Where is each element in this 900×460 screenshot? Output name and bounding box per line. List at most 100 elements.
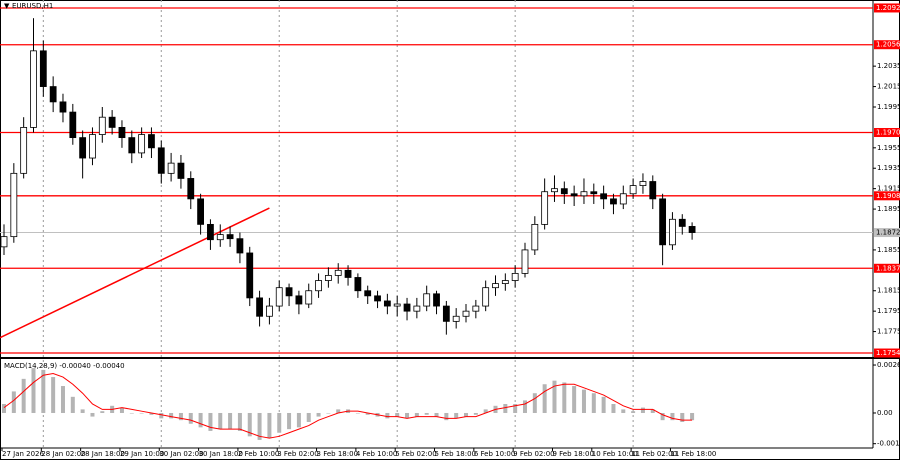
macd-bar — [414, 412, 419, 417]
candle-body — [393, 303, 401, 307]
y-tick-label: 1.1895 — [877, 205, 900, 213]
macd-bar — [522, 400, 527, 413]
macd-bar — [395, 412, 400, 417]
macd-bar — [640, 407, 645, 413]
y-tick-label: 1.2035 — [877, 62, 900, 70]
macd-bar — [31, 368, 36, 413]
candle-body — [354, 277, 362, 292]
candle-body — [472, 305, 480, 312]
macd-bar — [41, 369, 46, 413]
level-label-box — [874, 128, 900, 138]
y-tick-label: -0.00171 — [877, 440, 900, 448]
macd-bar — [552, 380, 557, 413]
candle-body — [177, 162, 185, 179]
x-tick-label: 30 Jan 02:00 — [159, 450, 203, 458]
level-label: 1.1754 — [876, 349, 900, 357]
y-tick-label: 1.1935 — [877, 164, 900, 172]
macd-bar — [621, 409, 626, 413]
candle-body — [207, 223, 214, 241]
indicator-title: MACD(14,28,9) -0.00040 -0.00040 — [4, 362, 125, 370]
level-label-box — [874, 191, 900, 201]
y-tick-label: 1.1955 — [877, 144, 900, 152]
macd-bar — [424, 412, 429, 415]
candle-body — [216, 234, 224, 241]
candle-body — [688, 226, 696, 233]
y-tick-label: 0.00267 — [877, 361, 900, 369]
title-arrow: ▼ — [4, 2, 10, 10]
candle-body — [98, 116, 106, 135]
candle-body — [148, 134, 155, 149]
candle-body — [442, 305, 450, 322]
candle-body — [423, 293, 431, 307]
candle-body — [551, 188, 558, 193]
candle-body — [157, 147, 165, 174]
y-tick-label: 1.1855 — [877, 246, 900, 254]
macd-bar — [178, 412, 183, 421]
macd-bar — [572, 386, 577, 413]
y-tick-label: 1.1775 — [877, 328, 900, 336]
level-label: 1.2056 — [876, 41, 900, 49]
macd-bar — [365, 412, 370, 415]
candle-body — [511, 272, 519, 281]
macd-bar — [267, 412, 272, 439]
candle-body — [590, 191, 598, 195]
candle-body — [344, 269, 352, 278]
macd-bar — [228, 412, 233, 430]
macd-bar — [385, 412, 390, 419]
macd-bar — [198, 412, 203, 428]
macd-bar — [257, 412, 262, 440]
macd-bar — [434, 412, 439, 417]
macd-bar — [650, 409, 655, 413]
macd-bar — [326, 412, 331, 414]
x-tick-label: 9 Feb 02:00 — [513, 450, 554, 458]
macd-bar — [405, 412, 410, 419]
level-label-box — [874, 40, 900, 50]
macd-bar — [660, 412, 665, 421]
candle-body — [560, 188, 568, 195]
candle-body — [492, 283, 499, 289]
macd-bar — [562, 382, 567, 413]
candle-body — [659, 198, 667, 246]
candle-body — [324, 275, 332, 281]
macd-bar — [51, 377, 56, 413]
candle-body — [600, 193, 608, 200]
x-tick-label: 9 Feb 18:00 — [552, 450, 593, 458]
macd-bar — [2, 404, 6, 413]
candle-body — [649, 181, 657, 200]
candle-body — [639, 181, 647, 186]
candle-body — [266, 305, 273, 317]
macd-bar — [690, 412, 695, 421]
candle-body — [383, 300, 391, 307]
level-label: 1.1908 — [876, 192, 900, 200]
level-label-box — [874, 263, 900, 273]
candle-body — [521, 249, 529, 274]
macd-bar — [90, 412, 95, 417]
level-label-box — [874, 3, 900, 13]
macd-bar — [306, 412, 311, 422]
macd-bar — [355, 412, 360, 414]
macd-bar — [316, 412, 321, 417]
macd-bar — [670, 412, 675, 421]
candle-body — [580, 191, 588, 197]
level-label-box — [874, 348, 900, 358]
macd-bar — [169, 412, 174, 419]
macd-bar — [513, 404, 518, 413]
candle-body — [403, 303, 411, 312]
level-label: 1.1837 — [876, 264, 900, 272]
candle-body — [364, 290, 372, 297]
candle-body — [197, 198, 205, 225]
candle-body — [89, 134, 96, 159]
x-tick-label: 11 Feb 18:00 — [670, 450, 716, 458]
x-tick-label: 30 Jan 18:00 — [199, 450, 243, 458]
current-price-box — [874, 228, 900, 238]
x-tick-label: 4 Feb 10:00 — [356, 450, 397, 458]
macd-bar — [11, 391, 16, 413]
x-tick-label: 10 Feb 10:00 — [592, 450, 638, 458]
x-tick-label: 29 Jan 10:00 — [120, 450, 164, 458]
macd-bar — [464, 412, 469, 417]
macd-bar — [60, 386, 65, 413]
x-tick-label: 6 Feb 10:00 — [474, 450, 515, 458]
x-tick-label: 5 Feb 02:00 — [395, 450, 436, 458]
